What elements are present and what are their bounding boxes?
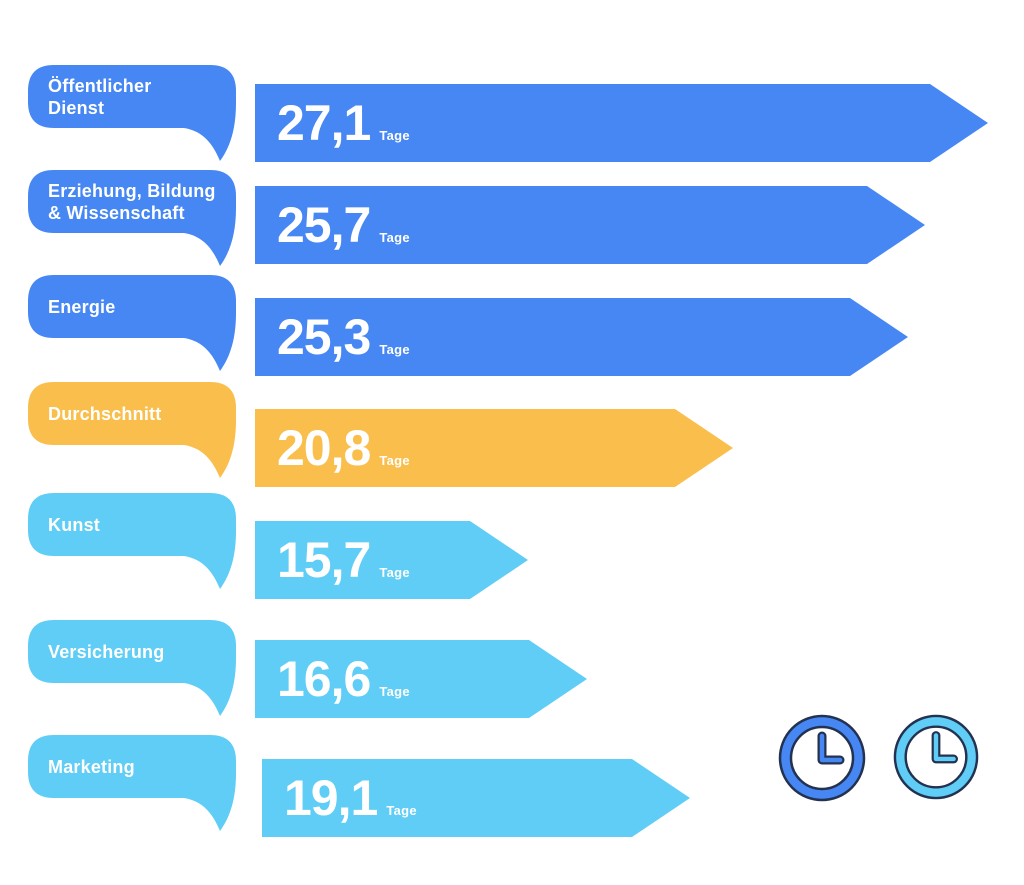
value-bar: 16,6 Tage [255,640,587,718]
bar-value-group: 19,1 Tage [262,773,417,823]
category-bubble-energie: Energie [28,275,236,373]
bar-unit: Tage [379,565,410,580]
category-label: Erziehung, Bildung & Wissenschaft [48,180,216,223]
category-label: Energie [48,296,116,317]
category-bubble-durchschnitt: Durchschnitt [28,382,236,480]
speech-bubble-shape [28,620,236,716]
bar-value: 15,7 [277,532,371,588]
value-bar: 19,1 Tage [262,759,690,837]
category-bubble-marketing: Marketing [28,735,236,833]
speech-bubble-shape [28,493,236,589]
bar-unit: Tage [379,453,410,468]
bar-value: 25,7 [277,197,371,253]
category-bubble-oeffentlicher-dienst: Öffentlicher Dienst [28,65,236,163]
bar-unit: Tage [379,342,410,357]
value-bar: 25,7 Tage [255,186,925,264]
bar-unit: Tage [379,230,410,245]
category-label: Marketing [48,756,135,777]
category-label: Kunst [48,514,100,535]
bar-unit: Tage [379,128,410,143]
bar-value-group: 25,3 Tage [255,312,410,362]
bar-unit: Tage [379,684,410,699]
speech-bubble-shape [28,275,236,371]
value-bar: 15,7 Tage [255,521,528,599]
category-label: Öffentlicher Dienst [48,75,152,118]
value-bar: 27,1 Tage [255,84,988,162]
category-bubble-kunst: Kunst [28,493,236,591]
bar-value-group: 16,6 Tage [255,654,410,704]
category-bubble-erziehung-bildung-wissenschaft: Erziehung, Bildung & Wissenschaft [28,170,236,268]
bar-value: 16,6 [277,651,371,707]
bar-value-group: 27,1 Tage [255,98,410,148]
speech-bubble-shape [28,170,236,266]
value-bar: 20,8 Tage [255,409,733,487]
speech-bubble-shape [28,382,236,478]
bar-value: 20,8 [277,420,371,476]
clock-icon-light-blue [893,714,979,800]
bar-unit: Tage [386,803,417,818]
value-bar: 25,3 Tage [255,298,908,376]
category-label: Versicherung [48,641,165,662]
bar-value-group: 15,7 Tage [255,535,410,585]
bar-value: 19,1 [284,770,378,826]
category-bubble-versicherung: Versicherung [28,620,236,718]
bar-value: 27,1 [277,95,371,151]
speech-bubble-shape [28,735,236,831]
bar-value-group: 25,7 Tage [255,200,410,250]
clock-icon-blue [778,714,866,802]
bar-value-group: 20,8 Tage [255,423,410,473]
bar-value: 25,3 [277,309,371,365]
speech-bubble-shape [28,65,236,161]
category-label: Durchschnitt [48,403,162,424]
